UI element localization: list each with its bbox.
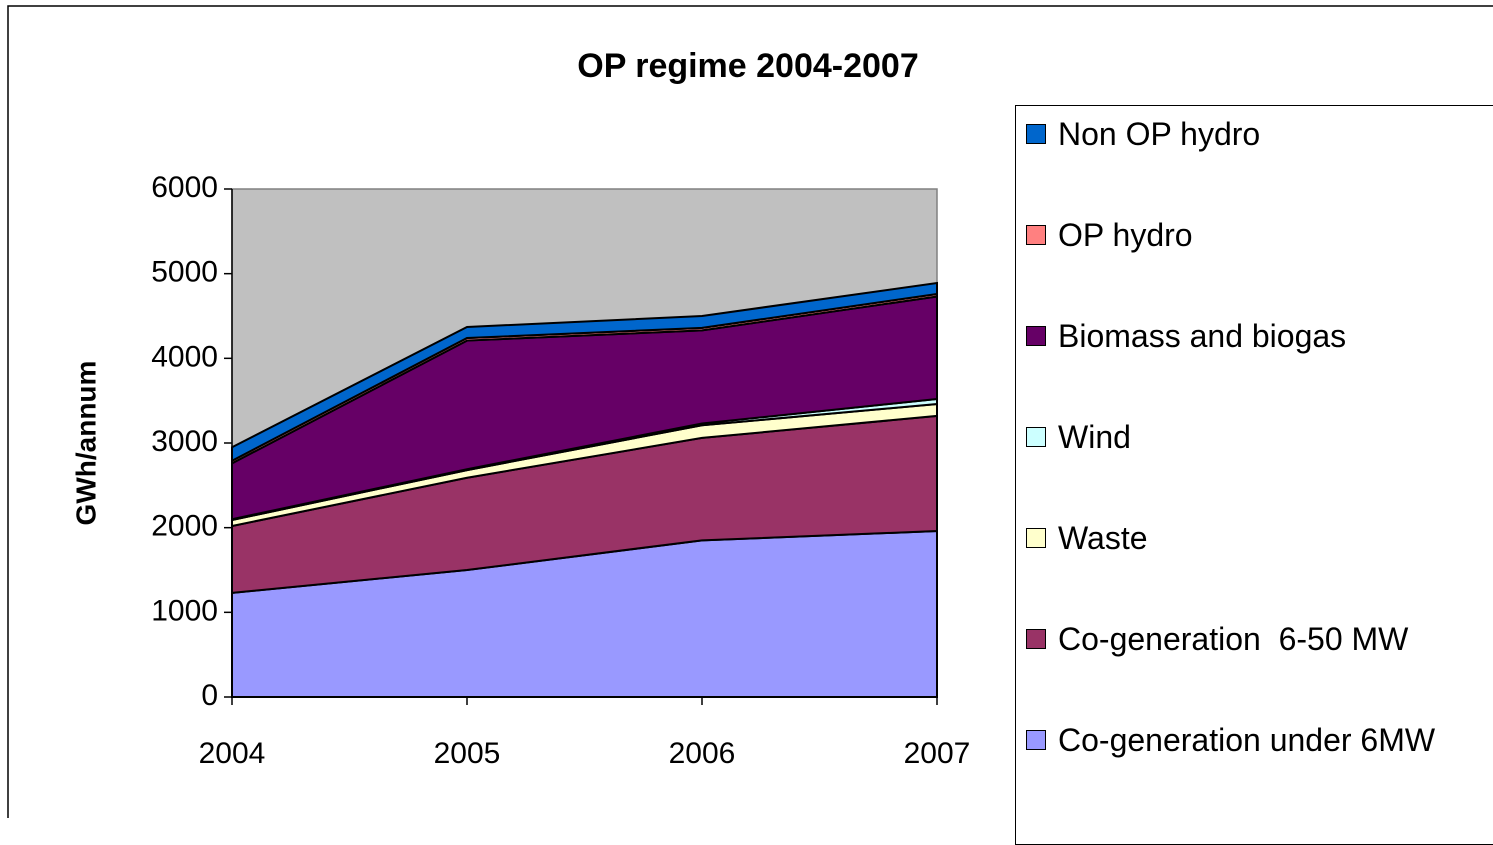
x-tick-label: 2006 [669,737,736,770]
legend-label: Non OP hydro [1058,116,1261,152]
legend-label: OP hydro [1058,217,1193,253]
legend-label: Co-generation under 6MW [1058,722,1436,758]
legend-item: Wind [1026,417,1481,457]
legend-swatch [1026,326,1046,346]
legend-label: Wind [1058,419,1131,455]
y-tick-label: 4000 [151,340,218,373]
legend-swatch [1026,528,1046,548]
legend-item: OP hydro [1026,215,1481,255]
legend-item: Non OP hydro [1026,114,1481,154]
legend: Non OP hydro OP hydro Biomass and biogas Wi… [1015,105,1493,845]
legend-item: Co-generation under 6MW [1026,720,1481,760]
y-tick-label: 3000 [151,425,218,458]
legend-swatch [1026,427,1046,447]
y-tick-label: 1000 [151,594,218,627]
y-tick-label: 6000 [151,171,218,204]
x-tick-label: 2004 [199,737,266,770]
legend-swatch [1026,225,1046,245]
area [231,281,938,463]
y-tick-label: 0 [201,679,218,712]
legend-swatch [1026,124,1046,144]
y-tick-label: 2000 [151,510,218,543]
page: {"chart_data":{"type":"stacked_area","ti… [7,5,1493,845]
y-axis-label: GWh/annum [70,361,101,526]
legend-label: Waste [1058,520,1148,556]
legend-label: Co-generation 6-50 MW [1058,621,1409,657]
x-tick-label: 2005 [434,737,501,770]
chart-title: OP regime 2004-2007 [577,47,919,85]
y-tick-label: 5000 [151,256,218,289]
legend-swatch [1026,730,1046,750]
legend-item: Waste [1026,518,1481,558]
legend-item: Co-generation 6-50 MW [1026,619,1481,659]
chart: OP regime 2004-2007 GWh/annum 0 1000 2000 3… [7,5,1493,818]
legend-item: Biomass and biogas [1026,316,1481,356]
legend-label: Biomass and biogas [1058,318,1347,354]
x-tick-label: 2007 [904,737,971,770]
legend-swatch [1026,629,1046,649]
chart-border [7,5,1493,818]
